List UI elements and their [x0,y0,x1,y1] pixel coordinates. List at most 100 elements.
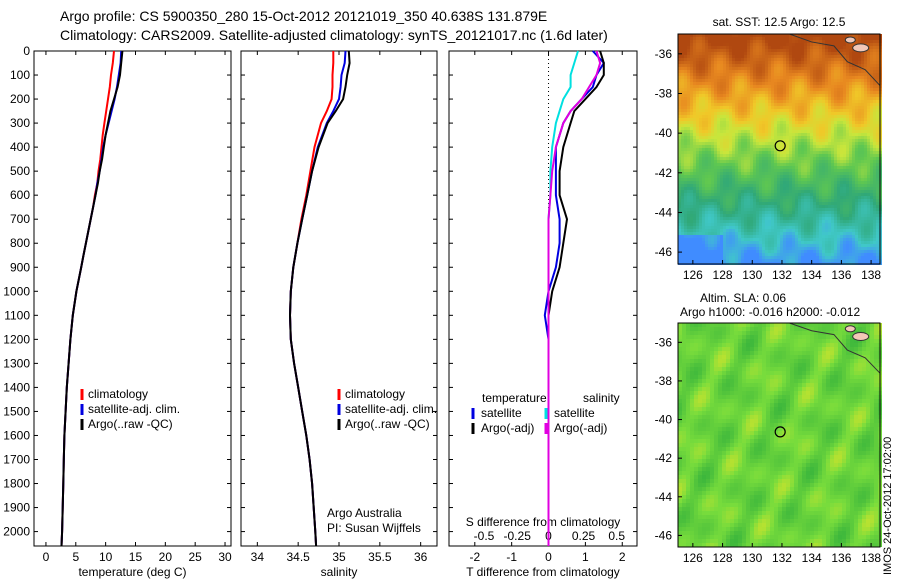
legend-entry: Argo(..raw -QC) [345,417,430,431]
x-tick-label: 35.5 [368,550,392,564]
y-tick-label: 1600 [3,428,30,442]
x-axis-label: T difference from climatology [466,565,620,579]
island-shape [852,43,870,53]
y-tick-label: -36 [655,335,673,349]
profile-panel-2-frame [240,50,438,547]
x-tick-label: 25 [189,550,203,564]
top-tick-label: 0.5 [608,529,625,543]
legend-title: temperature [482,391,547,405]
y-tick-label: 800 [10,236,30,250]
x-tick-label: 126 [683,268,703,282]
y-tick-label: 1900 [3,501,30,515]
y-tick-label: 200 [10,92,30,106]
y-tick-label: -42 [655,451,673,465]
x-tick-label: 5 [72,550,79,564]
y-tick-label: 1000 [3,284,30,298]
series-line-2 [60,50,124,547]
x-tick-label: 35 [332,550,346,564]
profile-panel-1-frame [33,50,232,547]
y-tick-label: 600 [10,188,30,202]
x-tick-label: 126 [683,551,703,565]
chart-title-line2: Climatology: CARS2009. Satellite-adjuste… [60,27,608,43]
top-tick-label: -0.25 [504,529,532,543]
coastline [789,322,881,374]
x-tick-label: 30 [218,550,232,564]
y-tick-label: 1500 [3,404,30,418]
y-tick-label: 1200 [3,332,30,346]
x-tick-label: 134 [802,268,822,282]
x-tick-label: 132 [772,551,792,565]
y-tick-label: 500 [10,164,30,178]
y-tick-label: 2000 [3,525,30,539]
legend-entry: satellite-adj. clim. [345,402,437,416]
x-tick-label: 2 [619,550,626,564]
annotation-text: PI: Susan Wijffels [327,521,421,535]
x-tick-label: 130 [742,551,762,565]
map-1-frame [677,33,881,265]
x-tick-label: 138 [861,551,881,565]
x-tick-label: 0 [545,550,552,564]
y-tick-label: -46 [655,245,673,259]
chart-title-line1: Argo profile: CS 5900350_280 15-Oct-2012… [60,8,548,24]
map-subtitle: Argo h1000: -0.016 h2000: -0.012 [680,305,860,319]
x-tick-label: 132 [772,268,792,282]
island-shape [844,325,856,333]
y-tick-label: -42 [655,166,673,180]
legend-entry: satellite-adj. clim. [88,402,180,416]
y-tick-label: 100 [10,68,30,82]
x-tick-label: 20 [159,550,173,564]
coastline [789,33,881,86]
x-tick-label: 128 [713,268,733,282]
legend-entry: Argo(-adj) [481,421,534,435]
y-tick-label: -38 [655,374,673,388]
y-tick-label: 900 [10,260,30,274]
x-tick-label: 138 [861,268,881,282]
y-tick-label: -44 [655,205,673,219]
legend-entry: Argo(..raw -QC) [88,417,173,431]
y-tick-label: -40 [655,413,673,427]
map-title: sat. SST: 12.5 Argo: 12.5 [713,15,846,29]
series-line-2 [288,50,351,547]
x-tick-label: 136 [831,551,851,565]
legend-entry: satellite [554,406,595,420]
y-tick-label: -38 [655,86,673,100]
x-tick-label: 1 [582,550,589,564]
top-tick-label: 0.25 [572,529,596,543]
island-shape [852,332,870,342]
y-tick-label: 1100 [4,308,30,322]
y-tick-label: 300 [10,116,30,130]
x-axis-label: temperature (deg C) [78,565,186,579]
y-tick-label: -44 [655,490,673,504]
legend-entry: satellite [481,406,522,420]
x-tick-label: 34 [251,550,265,564]
legend-entry: Argo(-adj) [554,421,607,435]
y-tick-label: 400 [10,140,30,154]
island-shape [844,36,856,44]
top-axis-label: S difference from climatology [466,515,621,529]
x-tick-label: -1 [506,550,517,564]
map-title: Altim. SLA: 0.06 [700,291,786,305]
map-1-grid [678,34,882,265]
x-tick-label: 34.5 [286,550,310,564]
x-tick-label: 10 [99,550,113,564]
x-tick-label: 130 [742,268,762,282]
top-tick-label: -0.5 [474,529,495,543]
map-2-grid [678,323,882,547]
profile-panel-3-frame [448,50,638,547]
x-axis-label: salinity [321,565,358,579]
y-tick-label: 1700 [3,452,30,466]
legend-entry: climatology [88,387,148,401]
y-tick-label: -40 [655,126,673,140]
profile-location-marker [774,426,786,438]
map-2-frame [677,322,881,548]
annotation-text: Argo Australia [327,506,402,520]
x-tick-label: 134 [802,551,822,565]
x-tick-label: 136 [831,268,851,282]
legend-entry: climatology [345,387,405,401]
legend-title: salinity [583,391,620,405]
x-tick-label: 15 [129,550,143,564]
x-tick-label: -2 [469,550,480,564]
x-tick-label: 36 [414,550,428,564]
y-tick-label: -46 [655,528,673,542]
